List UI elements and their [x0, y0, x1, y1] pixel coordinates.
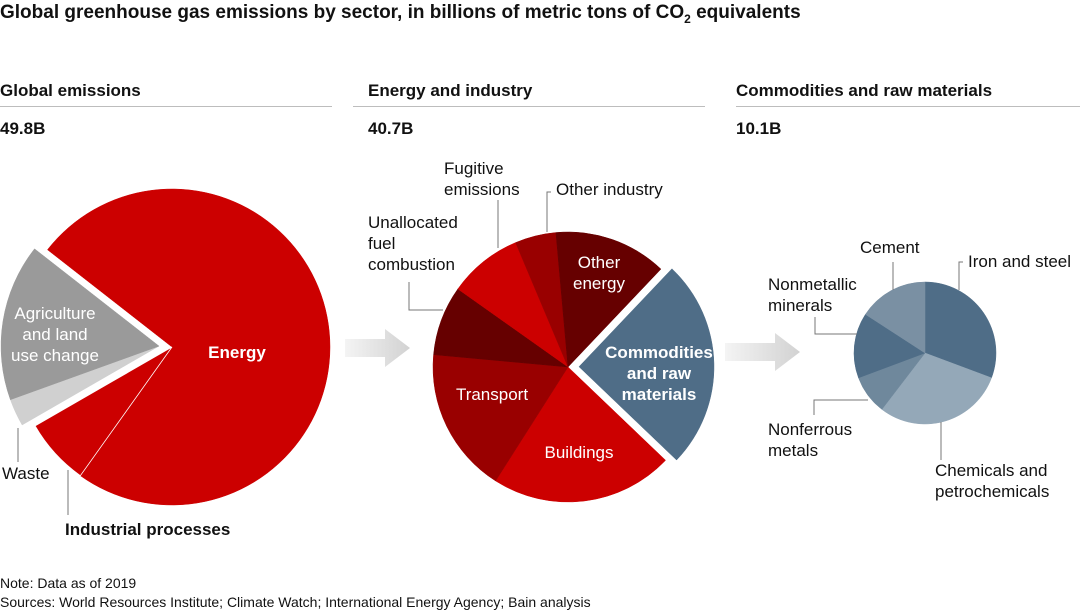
leader-iron	[958, 261, 963, 290]
panel-title-energy: Energy and industry	[368, 81, 533, 100]
total-energy: 40.7B	[368, 119, 414, 138]
sources: Sources: World Resources Institute; Clim…	[0, 594, 591, 610]
label-other-energy: Other energy	[573, 253, 625, 293]
pie-slice-energy	[47, 188, 331, 506]
pie-slice-industrial-processes	[34, 346, 173, 477]
label-nonmetallic: Nonmetallic minerals	[768, 275, 857, 315]
footnote: Note: Data as of 2019	[0, 575, 137, 591]
divider	[0, 106, 332, 107]
label-cement: Cement	[860, 238, 920, 257]
label-buildings: Buildings	[544, 443, 614, 462]
label-agriculture: Agriculture and land use change	[11, 304, 99, 365]
panel-title-commodities: Commodities and raw materials	[736, 81, 993, 100]
flow-arrow-2	[725, 333, 800, 371]
label-industrial-processes: Industrial processes	[65, 520, 231, 539]
label-other-industry: Other industry	[556, 180, 663, 199]
pie-slice-transport	[432, 354, 569, 482]
chart-title: Global greenhouse gas emissions by secto…	[0, 2, 801, 26]
label-transport: Transport	[455, 385, 529, 404]
pie-slice-agriculture-and-land-use-change	[0, 248, 160, 401]
pie-slice-chemicals-and-petrochemicals	[881, 352, 992, 425]
label-chemicals: Chemicals and petrochemicals	[935, 461, 1050, 501]
divider	[353, 106, 705, 107]
pie-slice-other-energy	[555, 231, 662, 368]
label-unallocated: Unallocated fuel combustion	[368, 213, 458, 274]
divider	[736, 106, 1080, 107]
total-global: 49.8B	[0, 119, 46, 138]
pie-slice-nonmetallic-minerals	[853, 314, 926, 379]
leader-unallocated	[408, 282, 443, 311]
pie-slice-commodities-and-raw-materials	[578, 268, 715, 461]
label-fugitive: Fugitive emissions	[444, 159, 520, 199]
label-nonferrous: Nonferrous metals	[768, 420, 853, 460]
flow-arrow-1	[345, 329, 410, 367]
total-commodities: 10.1B	[736, 119, 782, 138]
leader-other-industry	[546, 191, 551, 232]
pie-slice-iron-and-steel	[924, 281, 997, 379]
panel-title-global: Global emissions	[0, 81, 141, 100]
leader-nonmetallic	[814, 317, 857, 335]
leader-nonferrous	[813, 399, 868, 415]
label-waste: Waste	[2, 464, 50, 483]
label-iron-steel: Iron and steel	[968, 252, 1072, 271]
pie-slice-buildings	[495, 366, 666, 503]
label-energy: Energy	[208, 343, 266, 362]
pie-slice-cement	[865, 281, 926, 354]
label-commodities: Commodities and raw materials	[605, 343, 713, 404]
